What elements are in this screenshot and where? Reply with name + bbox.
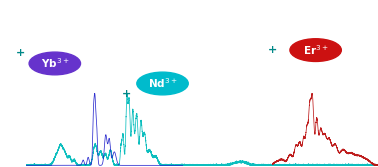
Text: Nd$^{3+}$: Nd$^{3+}$ — [148, 77, 177, 90]
Text: +: + — [122, 89, 131, 99]
Text: Er$^{3+}$: Er$^{3+}$ — [303, 43, 328, 57]
Text: +: + — [268, 45, 277, 55]
Text: Yb$^{3+}$: Yb$^{3+}$ — [40, 57, 69, 70]
Text: +: + — [16, 48, 25, 58]
